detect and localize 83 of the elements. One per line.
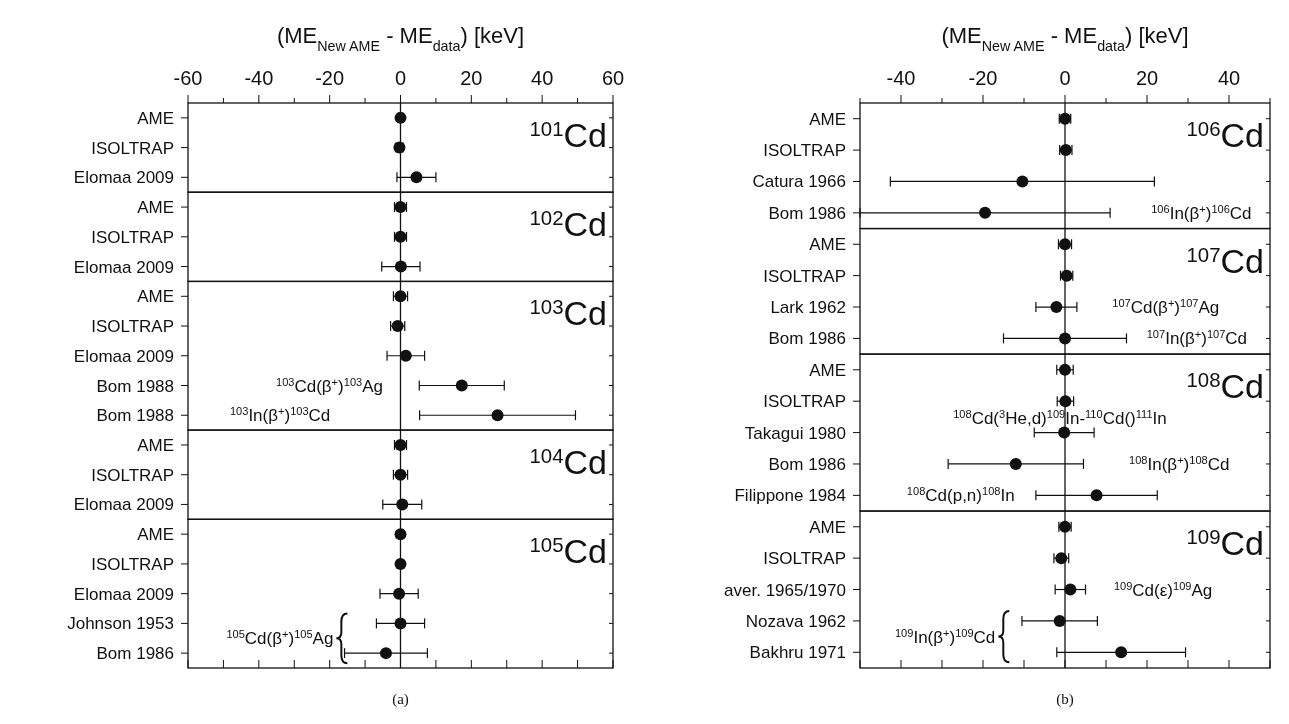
x-tick-label: -40	[244, 67, 274, 89]
annotation: $^{102}$Cd	[529, 205, 607, 244]
annotation: $^{104}$Cd	[529, 443, 607, 482]
annotation: $^{108}$Cd	[1186, 367, 1264, 406]
y-tick-label: AME	[809, 517, 846, 537]
annotation: $^{106}$In(β$^{+}$)$^{106}$Cd	[1151, 202, 1252, 223]
x-tick-label: 40	[531, 67, 554, 89]
point	[1016, 175, 1029, 188]
annotation: $^{107}$Cd	[1186, 241, 1264, 280]
y-tick-label: AME	[809, 360, 846, 380]
y-tick-label: Elomaa 2009	[73, 495, 174, 515]
y-tick-label: Bakhru 1971	[749, 643, 846, 663]
annotation: $^{103}$In(β$^{+}$)$^{103}$Cd	[229, 405, 331, 426]
x-tick-label: 60	[601, 67, 625, 89]
annotation: $^{103}$Cd	[529, 294, 607, 333]
point	[1064, 583, 1077, 596]
annotation: $^{103}$Cd(β$^{+}$)$^{103}$Ag	[276, 375, 383, 396]
y-tick-label: ISOLTRAP	[763, 266, 846, 286]
x-tick-label: 40	[1217, 67, 1241, 89]
x-tick-label: -20	[315, 67, 345, 89]
text: (b)	[1056, 691, 1074, 708]
y-tick-label: Elomaa 2009	[73, 168, 174, 188]
y-tick-label: AME	[137, 108, 174, 128]
x-tick-label: 20	[460, 67, 483, 89]
y-tick-label: Bom 1986	[768, 454, 846, 474]
y-tick-label: Bom 1986	[96, 644, 174, 664]
point	[1090, 489, 1103, 502]
x-tick-label: 0	[394, 67, 407, 89]
y-tick-label: Johnson 1953	[67, 614, 174, 634]
x-axis-title: (ME$_{New AME}$ - ME$_{data}$) [keV]	[276, 23, 525, 54]
x-tick-label: 20	[1135, 67, 1159, 89]
y-tick-label: Takagui 1980	[744, 423, 846, 443]
y-tick-label: AME	[137, 287, 174, 307]
y-tick-label: AME	[137, 525, 174, 545]
point	[1115, 646, 1128, 659]
annotation: $^{109}$Cd	[1186, 524, 1264, 563]
y-tick-label: ISOLTRAP	[91, 465, 174, 485]
y-tick-label: Elomaa 2009	[73, 257, 174, 277]
y-tick-label: Nozava 1962	[745, 611, 846, 631]
y-tick-label: Bom 1988	[96, 376, 174, 396]
annotation: $^{108}$In(β$^{+}$)$^{108}$Cd	[1129, 453, 1230, 474]
x-axis-title: (ME$_{New AME}$ - ME$_{data}$) [keV]	[941, 23, 1189, 54]
y-tick-label: AME	[809, 235, 846, 255]
y-tick-label: Catura 1966	[752, 172, 846, 192]
y-tick-label: AME	[137, 198, 174, 218]
point	[399, 349, 412, 362]
y-tick-label: aver. 1965/1970	[724, 580, 846, 600]
annotation: $^{107}$In(β$^{+}$)$^{107}$Cd	[1146, 328, 1248, 349]
annotation: $^{107}$Cd(β$^{+}$)$^{107}$Ag	[1112, 297, 1220, 318]
y-tick-label: Bom 1986	[768, 203, 846, 223]
point	[979, 206, 992, 219]
y-tick-label: ISOLTRAP	[91, 317, 174, 337]
annotation: $^{105}$Cd(β$^{+}$)$^{105}$Ag	[226, 628, 334, 649]
annotation: $^{105}$Cd	[529, 532, 607, 571]
y-tick-label: ISOLTRAP	[763, 549, 846, 569]
x-tick-label: -20	[968, 67, 998, 89]
y-tick-label: Bom 1988	[96, 406, 174, 426]
y-tick-label: ISOLTRAP	[91, 138, 174, 158]
y-tick-label: Filippone 1984	[734, 486, 846, 506]
y-tick-label: Lark 1962	[770, 298, 846, 318]
y-tick-label: Elomaa 2009	[73, 584, 174, 604]
y-tick-label: AME	[809, 109, 846, 129]
y-tick-label: AME	[137, 435, 174, 455]
annotation: $^{109}$In(β$^{+}$)$^{109}$Cd	[894, 626, 996, 647]
annotation: $^{106}$Cd	[1186, 116, 1264, 154]
point	[1053, 614, 1066, 627]
point	[1058, 426, 1071, 439]
y-tick-label: Elomaa 2009	[73, 346, 174, 366]
x-tick-label: -40	[886, 67, 916, 89]
y-tick-label: ISOLTRAP	[763, 392, 846, 412]
annotation: $^{108}$Cd(p,n)$^{108}$In	[906, 485, 1015, 506]
y-tick-label: ISOLTRAP	[91, 227, 174, 247]
point	[491, 409, 504, 422]
point	[1009, 457, 1022, 470]
text: (a)	[392, 691, 409, 708]
point	[455, 379, 468, 392]
x-tick-label: 0	[1059, 67, 1071, 89]
x-tick-label: -60	[173, 67, 203, 89]
y-tick-label: ISOLTRAP	[91, 554, 174, 574]
y-tick-label: ISOLTRAP	[763, 141, 846, 161]
annotation: $^{109}$Cd(ε)$^{109}$Ag	[1113, 579, 1213, 600]
annotation: $^{101}$Cd	[529, 116, 607, 154]
y-tick-label: Bom 1986	[768, 329, 846, 349]
